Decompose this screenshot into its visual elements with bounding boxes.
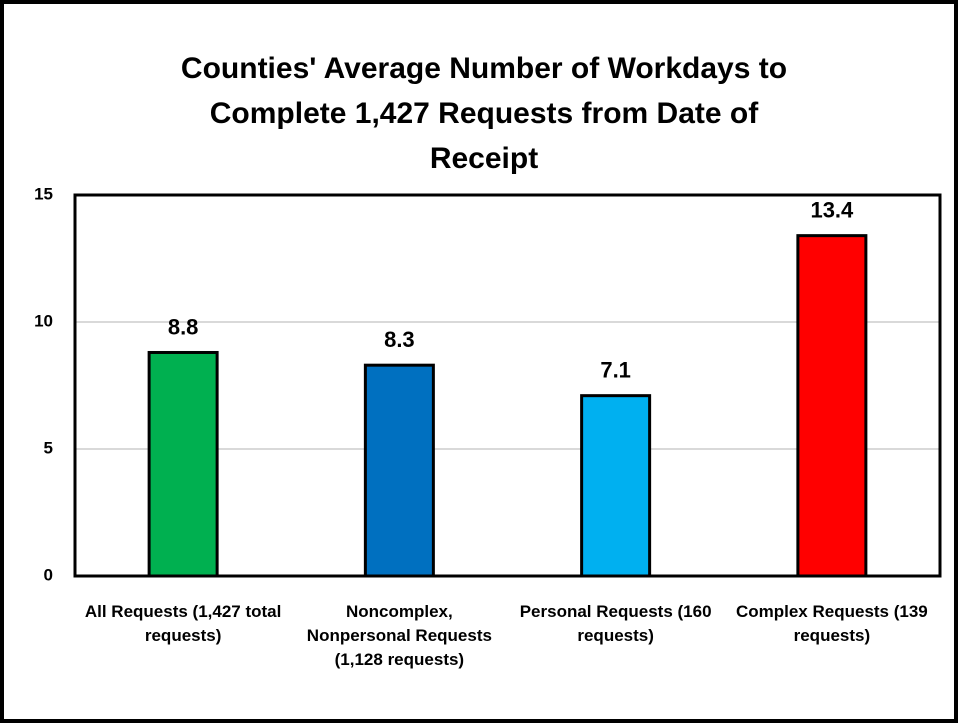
chart-title: Counties' Average Number of Workdays to … — [180, 52, 788, 175]
y-tick-label: 5 — [44, 438, 53, 457]
y-tick-label: 10 — [34, 311, 53, 330]
value-label: 8.8 — [168, 314, 199, 339]
bar — [580, 394, 652, 578]
x-tick-label: Noncomplex, Nonpersonal Requests (1,128 … — [306, 602, 492, 669]
bar — [363, 363, 435, 578]
x-tick-label: Personal Requests (160 requests) — [519, 602, 712, 645]
y-tick-label: 0 — [44, 565, 53, 584]
y-tick-label: 15 — [34, 184, 53, 203]
plot-border — [73, 193, 942, 578]
x-tick-label: Complex Requests (139 requests) — [735, 602, 928, 645]
x-tick-label: All Requests (1,427 total requests) — [84, 602, 282, 645]
bar — [147, 350, 219, 578]
bar — [796, 234, 868, 578]
value-label: 7.1 — [600, 357, 631, 382]
value-label: 8.3 — [384, 327, 415, 352]
value-label: 13.4 — [810, 197, 854, 222]
chart: 0 5 10 15 8.8 8.3 7.1 13.4 — [34, 184, 942, 584]
